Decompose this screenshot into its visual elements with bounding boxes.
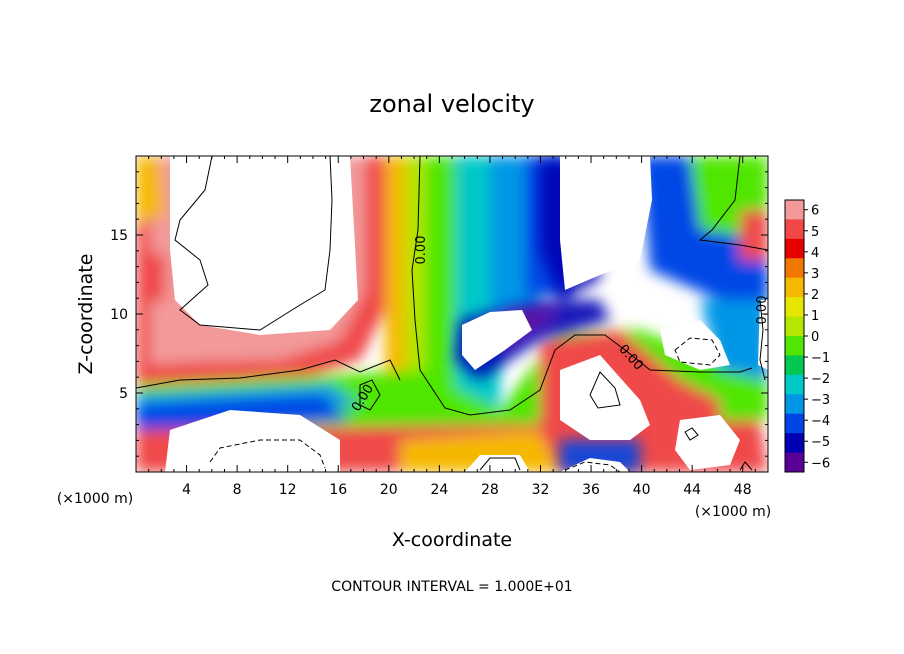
- x-tick-label: 44: [683, 482, 701, 498]
- colorbar-swatch: [785, 452, 804, 473]
- y-tick-label: 15: [110, 228, 128, 244]
- x-tick-label: 4: [182, 482, 191, 498]
- colorbar-label: 4: [811, 246, 819, 261]
- x-axis-label: X-coordinate: [392, 529, 512, 551]
- x-tick-label: 8: [233, 482, 242, 498]
- x-tick-label: 48: [734, 482, 752, 498]
- colorbar-swatch: [785, 433, 804, 454]
- colorbar-swatch: [785, 200, 804, 220]
- colorbar-swatch: [785, 297, 804, 318]
- colorbar-swatch: [785, 219, 804, 240]
- x-unit-label: (×1000 m): [695, 504, 771, 520]
- colorbar-label: −3: [811, 393, 830, 408]
- colorbar-label: 1: [811, 309, 819, 324]
- colorbar-label: 2: [811, 288, 819, 303]
- colorbar-label: 5: [811, 225, 819, 240]
- colorbar-label: 3: [811, 267, 819, 282]
- colorbar-swatch: [785, 316, 804, 337]
- x-tick-label: 36: [582, 482, 600, 498]
- contour-interval-note: CONTOUR INTERVAL = 1.000E+01: [331, 579, 572, 595]
- x-tick-label: 16: [329, 482, 347, 498]
- colorbar-swatch: [785, 258, 804, 279]
- x-tick-label: 28: [481, 482, 499, 498]
- colorbar-label: −5: [811, 435, 830, 450]
- colorbar: 6 5 4 3 2 1 0 −1 −2 −3 −4 −5 −6: [784, 199, 830, 473]
- y-tick-label: 10: [110, 307, 128, 323]
- colorbar-label: −2: [811, 372, 830, 387]
- x-tick-label: 32: [532, 482, 550, 498]
- colorbar-swatch: [785, 336, 804, 356]
- contour-lines: [136, 156, 768, 471]
- heatmap-field: [136, 156, 768, 472]
- x-tick-label: 24: [430, 482, 448, 498]
- x-axis: 4 8 12 16 20 24 28 32 36 40 44 48: [148, 156, 756, 498]
- colorbar-label: 0: [811, 330, 819, 345]
- colorbar-swatch: [785, 374, 804, 395]
- colorbar-label: −6: [811, 456, 830, 471]
- colorbar-swatch: [785, 355, 804, 376]
- y-unit-label: (×1000 m): [57, 491, 133, 507]
- colorbar-swatch: [785, 238, 804, 259]
- x-tick-label: 40: [633, 482, 651, 498]
- y-axis-label: Z-coordinate: [75, 254, 97, 375]
- colorbar-label: 6: [811, 204, 819, 219]
- colorbar-swatch: [785, 413, 804, 434]
- chart-title: zonal velocity: [369, 90, 534, 118]
- x-tick-label: 20: [380, 482, 398, 498]
- colorbar-swatch: [785, 394, 804, 415]
- contour-lines-dashed: [209, 337, 721, 472]
- y-tick-label: 5: [119, 386, 128, 402]
- colorbar-swatch: [785, 277, 804, 298]
- contour-label: 0.00: [755, 296, 770, 325]
- colorbar-label: −4: [811, 414, 830, 429]
- colorbar-label: −1: [811, 351, 830, 366]
- contour-label: 0.00: [414, 236, 429, 265]
- x-tick-label: 12: [279, 482, 297, 498]
- y-axis: 5 10 15: [110, 171, 768, 457]
